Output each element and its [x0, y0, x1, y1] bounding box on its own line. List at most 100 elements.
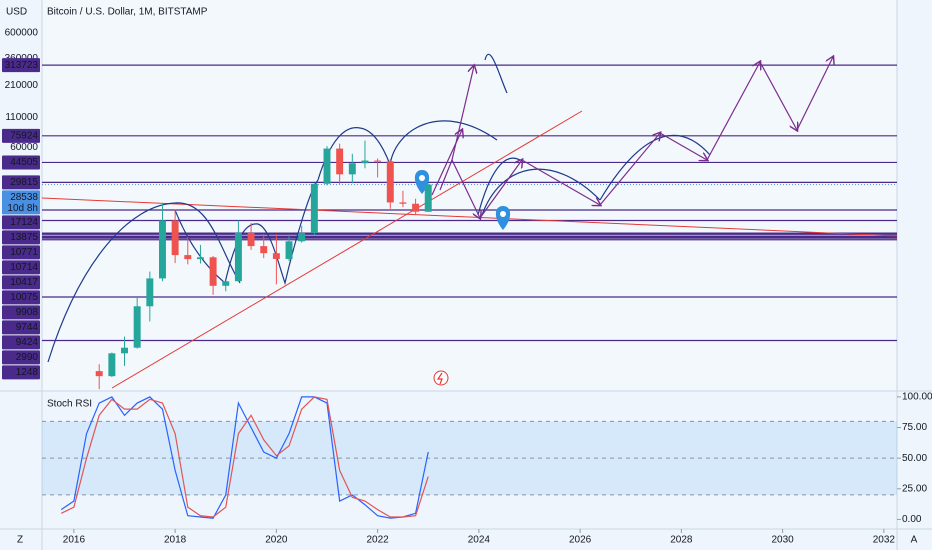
price-label-bg — [2, 230, 40, 245]
price-label: 17124 — [10, 217, 38, 228]
axis-unit: USD — [6, 7, 27, 18]
candle-body — [158, 220, 166, 279]
trendline — [41, 197, 898, 237]
price-label-bg — [2, 175, 40, 190]
candle-body — [386, 161, 394, 203]
candle-body — [121, 347, 128, 354]
pin-dot — [419, 175, 425, 181]
trendline — [111, 110, 583, 389]
price-label-bg — [2, 128, 40, 143]
x-tick-label: 2020 — [265, 535, 288, 546]
candle-body — [133, 306, 141, 348]
price-label-bg — [2, 290, 40, 305]
price-label-bg — [2, 350, 40, 365]
candle-body — [348, 163, 356, 175]
arrow — [521, 159, 600, 205]
countdown-label: 10d 8h — [7, 203, 38, 214]
y-tick-label: 600000 — [5, 27, 39, 38]
arrow — [659, 132, 707, 160]
price-label: 10417 — [10, 277, 38, 288]
y-tick-label: 100.00 — [902, 392, 932, 403]
arrow — [479, 160, 522, 219]
price-label: 1248 — [16, 367, 39, 378]
candle-body — [323, 148, 331, 184]
candle-body — [336, 148, 344, 175]
candle-body — [399, 202, 407, 204]
chart-title: Bitcoin / U.S. Dollar, 1M, BITSTAMP — [47, 7, 208, 18]
price-label-bg — [2, 260, 40, 275]
candle-body — [260, 246, 268, 254]
price-label: 313723 — [5, 60, 39, 71]
pin — [495, 206, 511, 230]
price-label: 44505 — [10, 157, 38, 168]
price-label: 9908 — [16, 307, 39, 318]
price-label: 10714 — [10, 262, 38, 273]
arrow — [796, 57, 833, 131]
axis-button[interactable]: A — [911, 535, 918, 546]
price-label-bg — [2, 58, 40, 73]
price-label: 13875 — [10, 232, 38, 243]
pin-dot — [500, 211, 506, 217]
price-label-bg — [2, 275, 40, 290]
alert-icon[interactable] — [433, 370, 449, 386]
price-label: 2990 — [16, 352, 39, 363]
candle-body — [146, 278, 154, 307]
candle-body — [412, 203, 420, 212]
candle-body — [424, 184, 432, 212]
x-tick-label: 2032 — [873, 535, 896, 546]
drawings — [41, 53, 898, 389]
candle-body — [95, 371, 103, 377]
curve — [599, 134, 711, 201]
candle-body — [285, 241, 293, 259]
y-tick-label: 25.00 — [902, 483, 927, 494]
price-label-bg — [2, 305, 40, 320]
x-tick-label: 2016 — [63, 535, 86, 546]
curve — [481, 168, 601, 216]
x-tick-label: 2024 — [468, 535, 491, 546]
indicator-title: Stoch RSI — [47, 399, 92, 410]
price-label-bg — [2, 215, 40, 230]
candle-body — [298, 233, 306, 242]
candle-body — [196, 257, 204, 260]
x-tick-label: 2028 — [670, 535, 693, 546]
price-label: 10771 — [10, 247, 38, 258]
axis-button[interactable]: Z — [17, 535, 23, 546]
x-tick-label: 2030 — [771, 535, 794, 546]
y-tick-label: 110000 — [5, 112, 38, 123]
candle-body — [234, 232, 242, 282]
candle-body — [374, 160, 382, 162]
candle-body — [222, 281, 230, 286]
curve — [484, 53, 508, 94]
arrow — [706, 62, 760, 161]
candle-body — [247, 232, 255, 247]
y-tick-label: 0.00 — [902, 514, 922, 525]
curve — [389, 120, 498, 166]
price-label: 9424 — [16, 337, 39, 348]
candle-body — [108, 353, 116, 377]
arrow — [759, 61, 797, 130]
price-label: 28538 — [10, 192, 38, 203]
y-tick-label: 75.00 — [902, 422, 927, 433]
curve — [47, 202, 241, 363]
x-tick-label: 2026 — [569, 535, 592, 546]
x-tick-label: 2022 — [366, 535, 389, 546]
y-tick-label: 210000 — [5, 80, 39, 91]
candle-body — [272, 253, 280, 259]
price-label-bg — [2, 365, 40, 380]
x-tick-label: 2018 — [164, 535, 187, 546]
candle-body — [361, 160, 369, 164]
arrow — [451, 66, 474, 161]
candle-body — [171, 220, 179, 256]
candle-body — [184, 255, 192, 260]
price-label-bg — [2, 245, 40, 260]
candle-body — [310, 183, 318, 234]
price-label-bg — [2, 190, 40, 215]
stoch-line — [60, 396, 429, 518]
candle-body — [209, 257, 217, 286]
stoch-line — [60, 396, 429, 519]
curve — [174, 179, 319, 286]
price-label: 9744 — [16, 322, 39, 333]
price-label: 75924 — [10, 130, 38, 141]
price-label-bg — [2, 335, 40, 350]
